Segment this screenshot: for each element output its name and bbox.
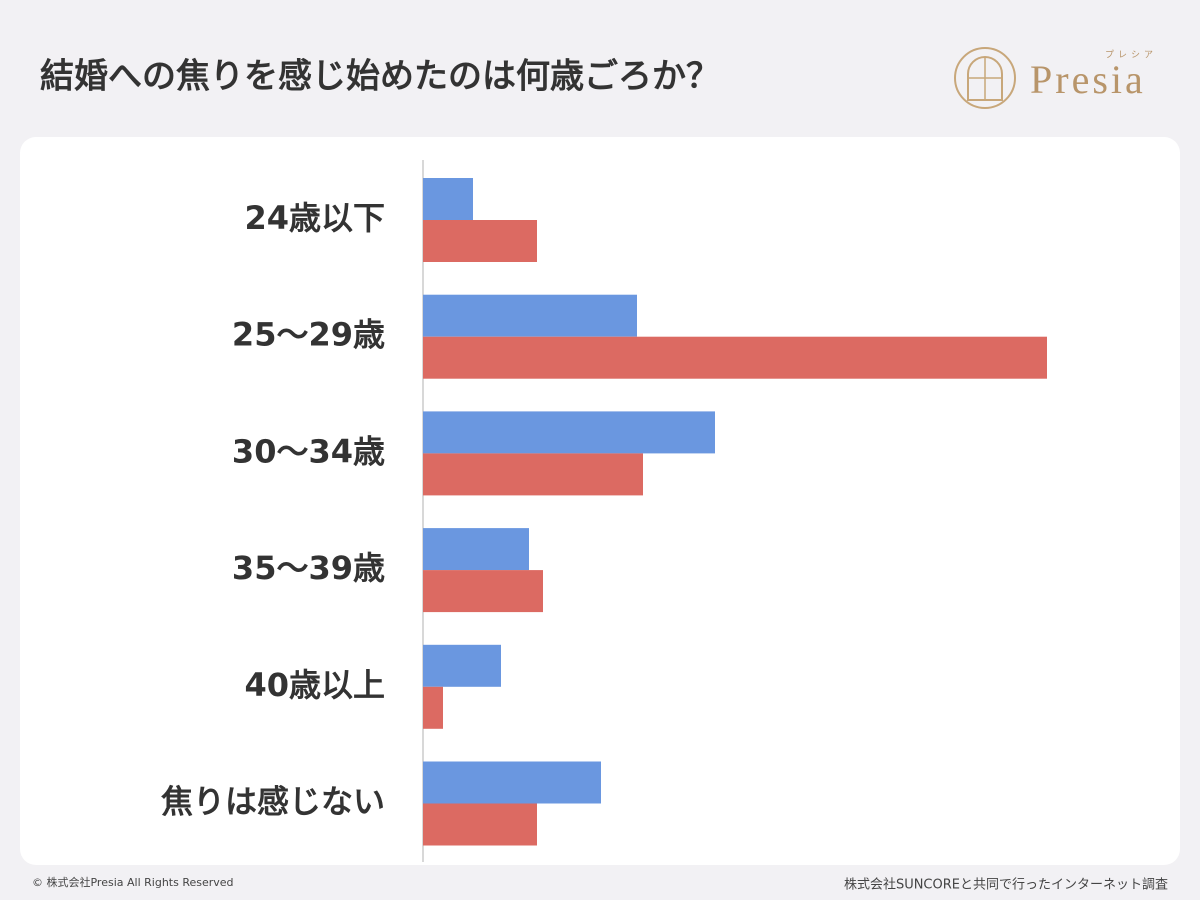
copyright: © 株式会社Presia All Rights Reserved: [32, 875, 234, 889]
bar: [423, 336, 1047, 379]
logo-text: Presia: [1030, 57, 1146, 102]
bar: [423, 761, 601, 804]
category-label: 40歳以上: [244, 666, 385, 704]
bar: [423, 803, 537, 846]
bar: [423, 178, 473, 220]
bar: [423, 411, 715, 454]
category-label: 25〜29歳: [232, 316, 385, 354]
category-label: 30〜34歳: [232, 432, 385, 470]
logo: Presia プレシア: [954, 47, 1157, 109]
source: 株式会社SUNCOREと共同で行ったインターネット調査: [844, 877, 1168, 893]
logo-ruby: プレシア: [1105, 50, 1157, 61]
category-label: 35〜39歳: [232, 549, 385, 587]
logo-arch: [967, 56, 1003, 101]
logo-ring: [954, 47, 1016, 109]
category-label: 24歳以下: [244, 199, 385, 237]
chart-title: 結婚への焦りを感じ始めたのは何歳ごろか？: [40, 57, 720, 97]
bar: [423, 220, 537, 262]
bar: [423, 570, 543, 613]
category-label: 焦りは感じない: [161, 783, 385, 821]
bar: [423, 294, 637, 337]
bar: [423, 686, 443, 729]
card: [20, 137, 1180, 865]
bar: [423, 453, 643, 496]
bar: [423, 528, 529, 571]
bar: [423, 644, 501, 687]
